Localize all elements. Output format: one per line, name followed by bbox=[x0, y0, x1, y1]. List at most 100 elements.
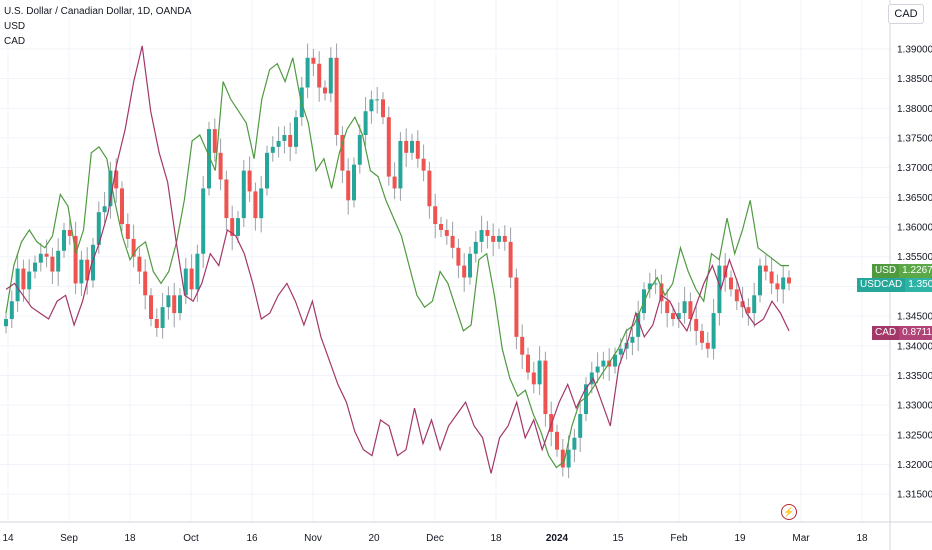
candle bbox=[537, 360, 542, 385]
candle bbox=[468, 253, 472, 278]
candle bbox=[33, 262, 37, 272]
candle bbox=[381, 99, 385, 118]
candle bbox=[108, 170, 113, 207]
candle bbox=[21, 268, 26, 290]
candle bbox=[375, 99, 380, 101]
y-tick-label: 1.39000 bbox=[897, 44, 932, 55]
candle bbox=[73, 235, 78, 284]
y-tick-label: 1.34000 bbox=[897, 341, 932, 352]
x-tick-label: Dec bbox=[426, 533, 444, 544]
x-tick-label: Feb bbox=[670, 533, 688, 544]
candle bbox=[497, 235, 501, 242]
candle bbox=[694, 319, 699, 331]
x-tick-label: 20 bbox=[368, 533, 380, 544]
chart-legend: U.S. Dollar / Canadian Dollar, 1D, OANDA… bbox=[4, 4, 191, 49]
y-tick-label: 1.34500 bbox=[897, 312, 932, 323]
candle bbox=[421, 158, 426, 171]
usd-badge-label: USD bbox=[872, 264, 900, 278]
candle bbox=[352, 164, 356, 201]
candle bbox=[433, 206, 438, 225]
candle bbox=[456, 247, 461, 266]
candle bbox=[154, 319, 159, 328]
y-tick-label: 1.32000 bbox=[897, 460, 932, 471]
candle bbox=[618, 348, 623, 355]
candle bbox=[207, 129, 211, 189]
y-tick-label: 1.37000 bbox=[897, 163, 932, 174]
candle bbox=[404, 140, 409, 153]
candle bbox=[531, 372, 536, 385]
candle bbox=[363, 111, 368, 135]
usdcad-badge: USDCAD 1.35093 bbox=[857, 278, 932, 292]
candle bbox=[665, 301, 670, 314]
candle bbox=[143, 271, 148, 296]
x-tick-label: 2024 bbox=[546, 533, 569, 544]
candle bbox=[230, 218, 235, 236]
candle bbox=[96, 212, 101, 245]
candle bbox=[253, 191, 258, 219]
candle bbox=[131, 238, 136, 257]
candle bbox=[630, 336, 635, 343]
candle bbox=[305, 57, 310, 88]
candle bbox=[427, 170, 432, 207]
candle bbox=[410, 140, 414, 153]
candle bbox=[259, 188, 264, 219]
x-tick-label: 16 bbox=[246, 533, 258, 544]
candle bbox=[218, 152, 223, 180]
candle bbox=[102, 206, 107, 213]
y-tick-label: 1.37500 bbox=[897, 133, 932, 144]
candle bbox=[166, 295, 171, 308]
candle bbox=[636, 313, 641, 337]
candle bbox=[282, 134, 287, 141]
candle bbox=[491, 235, 496, 242]
candle bbox=[729, 277, 733, 290]
overlay-cad-label[interactable]: CAD bbox=[4, 36, 26, 47]
candle bbox=[201, 188, 206, 254]
lightning-icon[interactable]: ⚡ bbox=[781, 504, 797, 520]
candle bbox=[4, 319, 8, 327]
symbol-title: U.S. Dollar / Canadian Dollar, 1D, OANDA bbox=[4, 6, 192, 17]
candle bbox=[236, 218, 240, 236]
candle bbox=[676, 313, 681, 320]
candle bbox=[398, 140, 403, 189]
y-tick-label: 1.31500 bbox=[897, 490, 932, 501]
candle bbox=[317, 63, 322, 88]
candle bbox=[195, 253, 200, 290]
candle bbox=[526, 354, 530, 373]
candle bbox=[294, 117, 298, 147]
candle bbox=[67, 229, 72, 236]
candle bbox=[502, 235, 507, 242]
candle bbox=[439, 224, 443, 230]
candle bbox=[15, 268, 20, 302]
x-tick-label: 18 bbox=[856, 533, 868, 544]
usd-badge-value: 1.22674 bbox=[899, 264, 932, 278]
candle bbox=[340, 134, 345, 171]
candle bbox=[125, 224, 130, 239]
candle bbox=[763, 265, 768, 272]
candle bbox=[137, 256, 142, 272]
candle bbox=[62, 229, 66, 251]
candle bbox=[120, 188, 124, 225]
overlay-usd-label[interactable]: USD bbox=[4, 21, 26, 32]
y-tick-label: 1.36000 bbox=[897, 223, 932, 234]
y-tick-label: 1.33500 bbox=[897, 371, 932, 382]
candle bbox=[671, 313, 675, 320]
candle bbox=[386, 117, 391, 177]
x-tick-label: 15 bbox=[612, 533, 624, 544]
candle bbox=[44, 253, 49, 257]
candle bbox=[717, 265, 722, 314]
candle bbox=[311, 57, 316, 64]
x-tick-label: 14 bbox=[2, 533, 14, 544]
cad-badge-value: 0.87117 bbox=[899, 326, 932, 340]
candle bbox=[462, 265, 467, 278]
candle bbox=[178, 295, 182, 314]
candle bbox=[328, 57, 333, 94]
candle bbox=[288, 134, 293, 147]
candle bbox=[543, 360, 548, 415]
candle bbox=[91, 244, 95, 281]
usdcad-badge-value: 1.35093 bbox=[905, 278, 932, 292]
candle bbox=[415, 140, 420, 159]
currency-button[interactable]: CAD bbox=[888, 4, 924, 24]
candle bbox=[514, 277, 519, 337]
cad-series-line bbox=[5, 45, 790, 474]
